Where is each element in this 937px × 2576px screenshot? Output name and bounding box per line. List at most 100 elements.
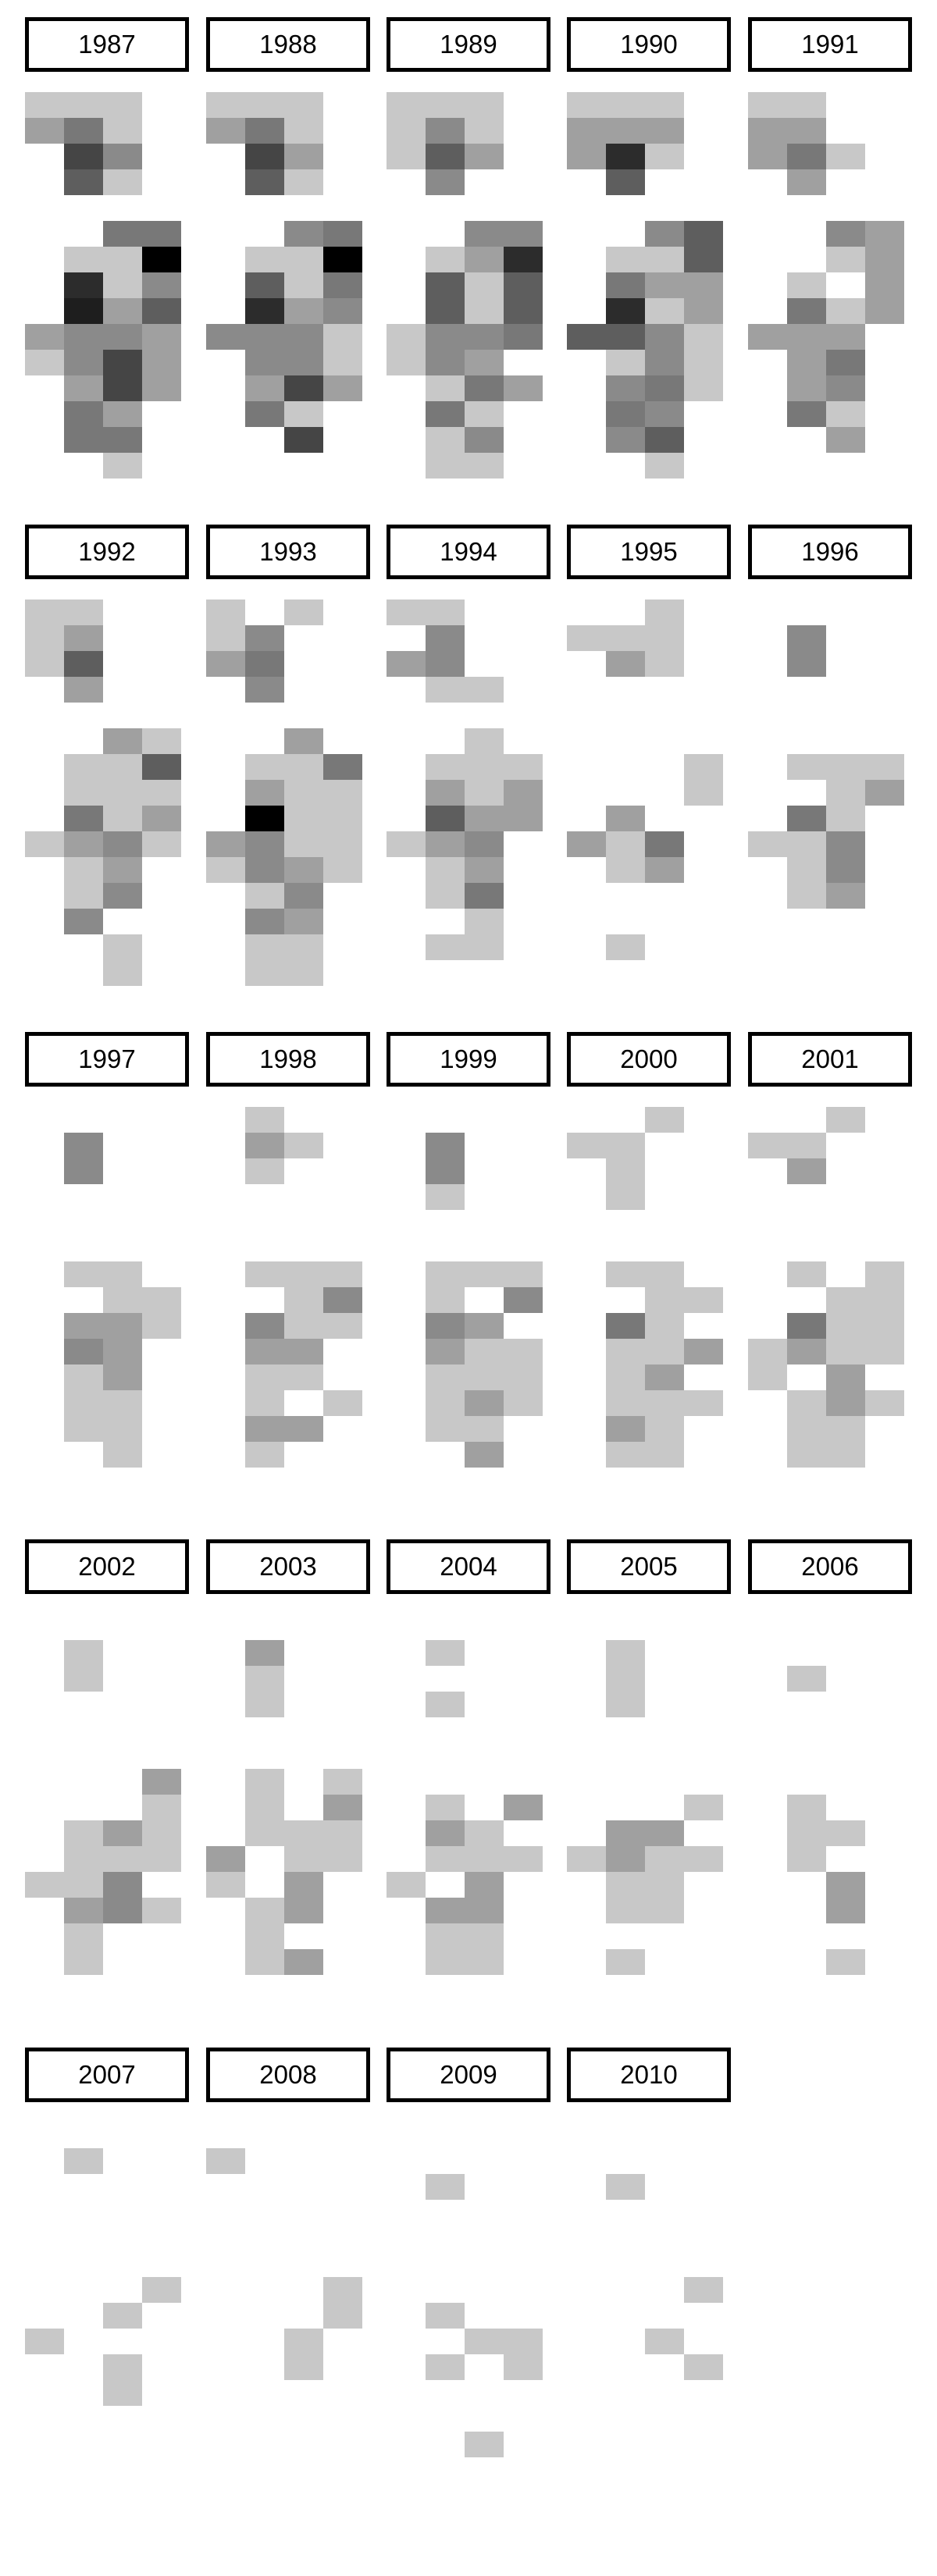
- heat-cell: [426, 677, 465, 703]
- heat-cell: [606, 1313, 645, 1339]
- heat-cell: [245, 780, 284, 806]
- heat-cell: [426, 934, 465, 960]
- heat-cell: [465, 1416, 504, 1442]
- heat-cell: [206, 92, 245, 118]
- heat-cell: [25, 92, 64, 118]
- heat-cell: [284, 169, 323, 195]
- heat-cell: [684, 350, 723, 375]
- heat-cell: [504, 754, 543, 780]
- heat-cell: [245, 806, 284, 831]
- heat-cell: [323, 2303, 362, 2329]
- heat-cell: [245, 1133, 284, 1158]
- heat-cell: [645, 1872, 684, 1898]
- heat-cell: [323, 754, 362, 780]
- year-panel-2004: 2004: [387, 1539, 550, 2042]
- heat-cell: [323, 247, 362, 272]
- heat-cell: [103, 1846, 142, 1872]
- heat-cell: [245, 324, 284, 350]
- heat-cell: [465, 1339, 504, 1364]
- heat-cell: [826, 401, 865, 427]
- heat-cell: [284, 1898, 323, 1923]
- heat-cell: [684, 2354, 723, 2380]
- year-panel-1990: 1990: [567, 17, 731, 520]
- heat-cell: [64, 1339, 103, 1364]
- year-label: 1987: [25, 17, 189, 72]
- heat-cell: [787, 1261, 826, 1287]
- year-label: 2010: [567, 2048, 731, 2102]
- heat-cell: [142, 754, 181, 780]
- heat-cell: [103, 298, 142, 324]
- heat-cell: [465, 2329, 504, 2354]
- heat-cell: [142, 1820, 181, 1846]
- heat-cell: [645, 857, 684, 883]
- heat-cell: [426, 92, 465, 118]
- heat-cell: [748, 1339, 787, 1364]
- heat-cell: [504, 324, 543, 350]
- heat-cell: [787, 401, 826, 427]
- heat-cell: [606, 1692, 645, 1717]
- heat-cell: [245, 375, 284, 401]
- heat-cell: [426, 1820, 465, 1846]
- heat-cell: [64, 144, 103, 169]
- heat-cell: [103, 960, 142, 986]
- heat-cell: [426, 1261, 465, 1287]
- year-panel-1988: 1988: [206, 17, 370, 520]
- heat-cell: [284, 1339, 323, 1364]
- heat-cell: [748, 118, 787, 144]
- year-panel-1998: 1998: [206, 1032, 370, 1535]
- year-label: 1997: [25, 1032, 189, 1087]
- heat-cell: [606, 272, 645, 298]
- heat-cell: [284, 247, 323, 272]
- heat-cell: [103, 806, 142, 831]
- heat-cell: [142, 1287, 181, 1313]
- heat-cell: [387, 350, 426, 375]
- heat-cell: [606, 806, 645, 831]
- heat-cell: [504, 2329, 543, 2354]
- heat-cell: [645, 298, 684, 324]
- heat-cell: [323, 831, 362, 857]
- year-panel-2001: 2001: [748, 1032, 912, 1535]
- heat-cell: [103, 1364, 142, 1390]
- heat-cell: [245, 1313, 284, 1339]
- heat-cell: [504, 298, 543, 324]
- year-panel-1987: 1987: [25, 17, 189, 520]
- heat-cell: [323, 1795, 362, 1820]
- heat-cell: [245, 1666, 284, 1692]
- heat-cell: [142, 1769, 181, 1795]
- heat-cell: [504, 1390, 543, 1416]
- heat-cell: [465, 1949, 504, 1975]
- year-label: 2008: [206, 2048, 370, 2102]
- heat-cell: [465, 1923, 504, 1949]
- heat-cell: [606, 1416, 645, 1442]
- heat-cell: [142, 780, 181, 806]
- heat-cell: [645, 625, 684, 651]
- heat-cell: [645, 651, 684, 677]
- heat-cell: [606, 1666, 645, 1692]
- heat-cell: [245, 118, 284, 144]
- heat-cell: [64, 350, 103, 375]
- heat-cell: [465, 247, 504, 272]
- heat-cell: [25, 324, 64, 350]
- heat-cell: [64, 247, 103, 272]
- heat-cell: [103, 247, 142, 272]
- heat-cell: [426, 1287, 465, 1313]
- heat-cell: [426, 1313, 465, 1339]
- heat-cell: [284, 1287, 323, 1313]
- heat-cell: [606, 857, 645, 883]
- heat-cell: [387, 651, 426, 677]
- heat-cell: [245, 1107, 284, 1133]
- heat-cell: [64, 1820, 103, 1846]
- heat-cell: [645, 1364, 684, 1390]
- heat-cell: [245, 272, 284, 298]
- heat-cell: [284, 909, 323, 934]
- heat-cell: [684, 754, 723, 780]
- heat-cell: [645, 1820, 684, 1846]
- heat-cell: [826, 857, 865, 883]
- heat-cell: [245, 1820, 284, 1846]
- year-label: 1996: [748, 525, 912, 579]
- heat-cell: [64, 427, 103, 453]
- heat-cell: [206, 600, 245, 625]
- heat-cell: [142, 1795, 181, 1820]
- heat-cell: [826, 1313, 865, 1339]
- heat-cell: [245, 1416, 284, 1442]
